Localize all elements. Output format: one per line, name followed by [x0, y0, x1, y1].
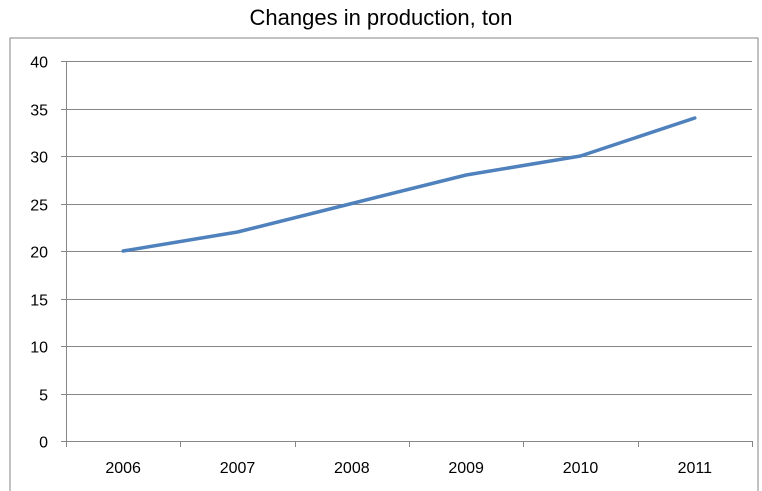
chart-area-border: [9, 37, 759, 491]
y-tick-label: 30: [30, 150, 48, 167]
chart-title: Changes in production, ton: [249, 5, 513, 30]
series-line: [121, 116, 697, 253]
y-tick-label: 20: [30, 245, 48, 262]
x-tick-label: 2009: [448, 460, 484, 477]
y-tick-label: 5: [39, 388, 48, 405]
x-tick-label: 2008: [334, 460, 370, 477]
y-tick-label: 15: [30, 293, 48, 310]
y-tick-label: 0: [39, 435, 48, 452]
x-tick-label: 2006: [105, 460, 141, 477]
x-tick-label: 2010: [563, 460, 599, 477]
y-tick-label: 10: [30, 340, 48, 357]
y-tick-label: 25: [30, 198, 48, 215]
x-tick-label: 2011: [678, 460, 713, 477]
x-tick-label: 2007: [220, 460, 256, 477]
y-tick-label: 40: [30, 55, 48, 72]
y-tick-label: 35: [30, 103, 48, 120]
